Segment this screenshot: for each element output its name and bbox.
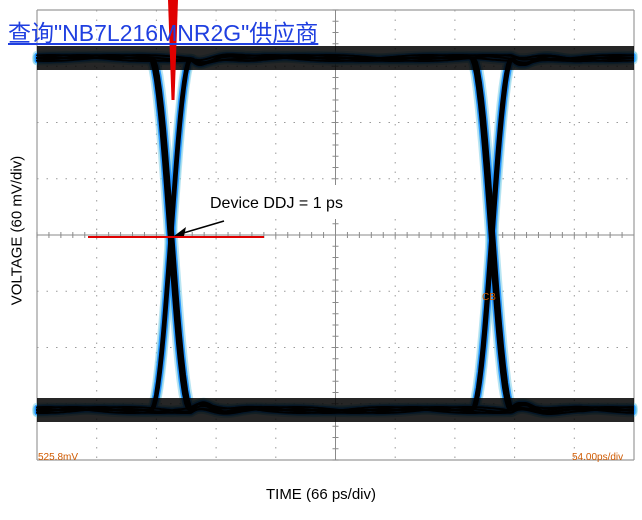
supplier-query-link[interactable]: 查询"NB7L216MNR2G"供应商 [8, 20, 319, 46]
y-axis-label: VOLTAGE (60 mV/div) [8, 155, 26, 306]
scope-offset-readout: 525.8mV [38, 452, 79, 463]
x-axis-label: TIME (66 ps/div) [265, 486, 377, 503]
trigger-marker [168, 0, 178, 100]
annotation-arrow [179, 220, 225, 235]
annotation-box [200, 185, 400, 219]
eye-rail-high [37, 46, 634, 70]
annotation-arrowhead [174, 227, 186, 236]
annotation-label: Device DDJ = 1 ps [210, 195, 343, 212]
eye-rail-low [37, 398, 634, 422]
scope-marker-readout: CB [482, 292, 496, 303]
scope-timebase-readout: 54.00ps/div [572, 452, 624, 463]
